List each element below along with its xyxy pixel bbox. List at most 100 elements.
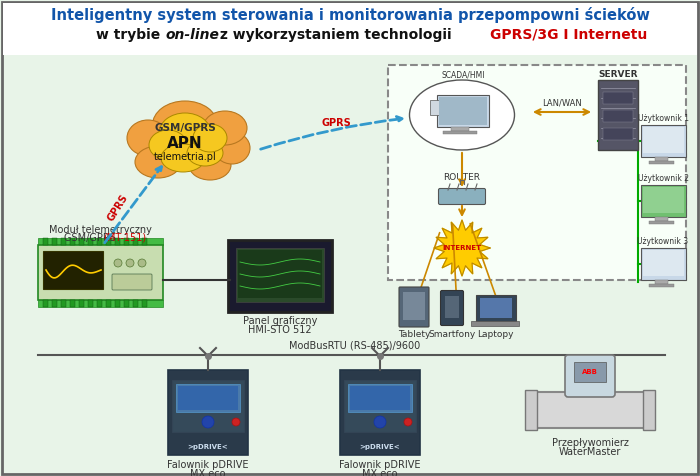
Text: Przepływomierz: Przepływomierz [552, 438, 629, 448]
Text: MX eco: MX eco [190, 469, 225, 476]
Text: Panel graficzny: Panel graficzny [243, 316, 317, 326]
Text: Falownik pDRIVE: Falownik pDRIVE [340, 460, 421, 470]
FancyBboxPatch shape [133, 238, 138, 245]
FancyBboxPatch shape [643, 187, 684, 213]
Ellipse shape [203, 111, 247, 145]
Text: Smartfony: Smartfony [428, 330, 475, 339]
FancyBboxPatch shape [388, 65, 686, 280]
FancyBboxPatch shape [439, 97, 487, 125]
Circle shape [232, 418, 240, 426]
FancyBboxPatch shape [115, 300, 120, 307]
FancyBboxPatch shape [565, 355, 615, 397]
Text: >pDRIVE<: >pDRIVE< [360, 444, 400, 450]
FancyBboxPatch shape [88, 238, 93, 245]
FancyBboxPatch shape [655, 157, 668, 161]
Text: HMI-STO 512: HMI-STO 512 [248, 325, 312, 335]
FancyBboxPatch shape [603, 110, 633, 122]
FancyBboxPatch shape [172, 380, 244, 432]
Circle shape [114, 259, 122, 267]
Circle shape [404, 418, 412, 426]
FancyBboxPatch shape [440, 290, 463, 326]
FancyBboxPatch shape [344, 380, 416, 432]
Text: (MT-151): (MT-151) [104, 233, 146, 243]
FancyBboxPatch shape [115, 238, 120, 245]
Text: MX eco: MX eco [363, 469, 398, 476]
Ellipse shape [159, 113, 211, 153]
FancyBboxPatch shape [88, 300, 93, 307]
FancyBboxPatch shape [238, 250, 322, 298]
Circle shape [202, 416, 214, 428]
FancyBboxPatch shape [641, 248, 686, 280]
FancyBboxPatch shape [124, 238, 129, 245]
FancyBboxPatch shape [603, 128, 633, 140]
Text: Użytkownik 1: Użytkownik 1 [638, 114, 689, 123]
Text: GPRS: GPRS [106, 193, 130, 223]
Text: >pDRIVE<: >pDRIVE< [188, 444, 228, 450]
FancyBboxPatch shape [348, 384, 412, 412]
Text: GPRS: GPRS [321, 118, 351, 128]
FancyBboxPatch shape [43, 251, 103, 289]
Text: WaterMaster: WaterMaster [559, 447, 621, 457]
Ellipse shape [149, 130, 187, 160]
FancyBboxPatch shape [142, 238, 147, 245]
FancyBboxPatch shape [340, 370, 420, 455]
FancyBboxPatch shape [643, 390, 655, 430]
Text: w trybie: w trybie [96, 28, 165, 42]
Ellipse shape [153, 101, 218, 149]
Text: Tablety: Tablety [398, 330, 430, 339]
Text: SERVER: SERVER [598, 70, 638, 79]
Text: APN: APN [167, 136, 203, 150]
FancyBboxPatch shape [97, 238, 102, 245]
FancyBboxPatch shape [52, 300, 57, 307]
FancyBboxPatch shape [112, 274, 152, 290]
FancyBboxPatch shape [649, 284, 674, 287]
FancyBboxPatch shape [61, 238, 66, 245]
FancyBboxPatch shape [574, 362, 606, 382]
FancyBboxPatch shape [97, 300, 102, 307]
FancyBboxPatch shape [643, 250, 684, 276]
Text: ABB: ABB [582, 369, 598, 375]
Text: ROUTER: ROUTER [444, 173, 480, 182]
Text: telemetria.pl: telemetria.pl [153, 152, 216, 162]
Circle shape [138, 259, 146, 267]
FancyBboxPatch shape [133, 300, 138, 307]
FancyBboxPatch shape [649, 161, 674, 164]
Ellipse shape [189, 150, 231, 180]
Text: Użytkownik 3: Użytkownik 3 [638, 237, 689, 246]
FancyBboxPatch shape [142, 300, 147, 307]
FancyBboxPatch shape [403, 292, 425, 320]
FancyBboxPatch shape [603, 92, 633, 104]
FancyBboxPatch shape [480, 298, 512, 318]
Text: LAN/WAN: LAN/WAN [542, 98, 582, 107]
FancyBboxPatch shape [3, 3, 697, 55]
Polygon shape [434, 220, 490, 276]
FancyBboxPatch shape [655, 217, 668, 221]
Text: GSM/GPRS: GSM/GPRS [154, 123, 216, 133]
FancyBboxPatch shape [443, 131, 477, 134]
FancyBboxPatch shape [471, 321, 519, 326]
FancyBboxPatch shape [79, 238, 84, 245]
Text: GSM/GPRS: GSM/GPRS [64, 233, 120, 243]
FancyBboxPatch shape [399, 287, 429, 327]
FancyBboxPatch shape [598, 80, 638, 150]
FancyBboxPatch shape [643, 127, 684, 153]
Text: Użytkownik 2: Użytkownik 2 [638, 174, 689, 183]
FancyBboxPatch shape [655, 280, 668, 284]
Text: INTERNET: INTERNET [442, 245, 482, 251]
FancyBboxPatch shape [106, 238, 111, 245]
Text: GPRS/3G I Internetu: GPRS/3G I Internetu [490, 28, 648, 42]
FancyBboxPatch shape [528, 392, 652, 428]
FancyBboxPatch shape [79, 300, 84, 307]
FancyBboxPatch shape [38, 300, 163, 307]
FancyBboxPatch shape [451, 127, 469, 131]
FancyBboxPatch shape [61, 300, 66, 307]
Text: SCADA/HMI: SCADA/HMI [441, 71, 484, 80]
FancyBboxPatch shape [124, 300, 129, 307]
Ellipse shape [410, 80, 514, 150]
Circle shape [126, 259, 134, 267]
Circle shape [374, 416, 386, 428]
FancyBboxPatch shape [525, 390, 537, 430]
FancyBboxPatch shape [176, 384, 240, 412]
FancyBboxPatch shape [168, 370, 248, 455]
FancyBboxPatch shape [43, 238, 48, 245]
